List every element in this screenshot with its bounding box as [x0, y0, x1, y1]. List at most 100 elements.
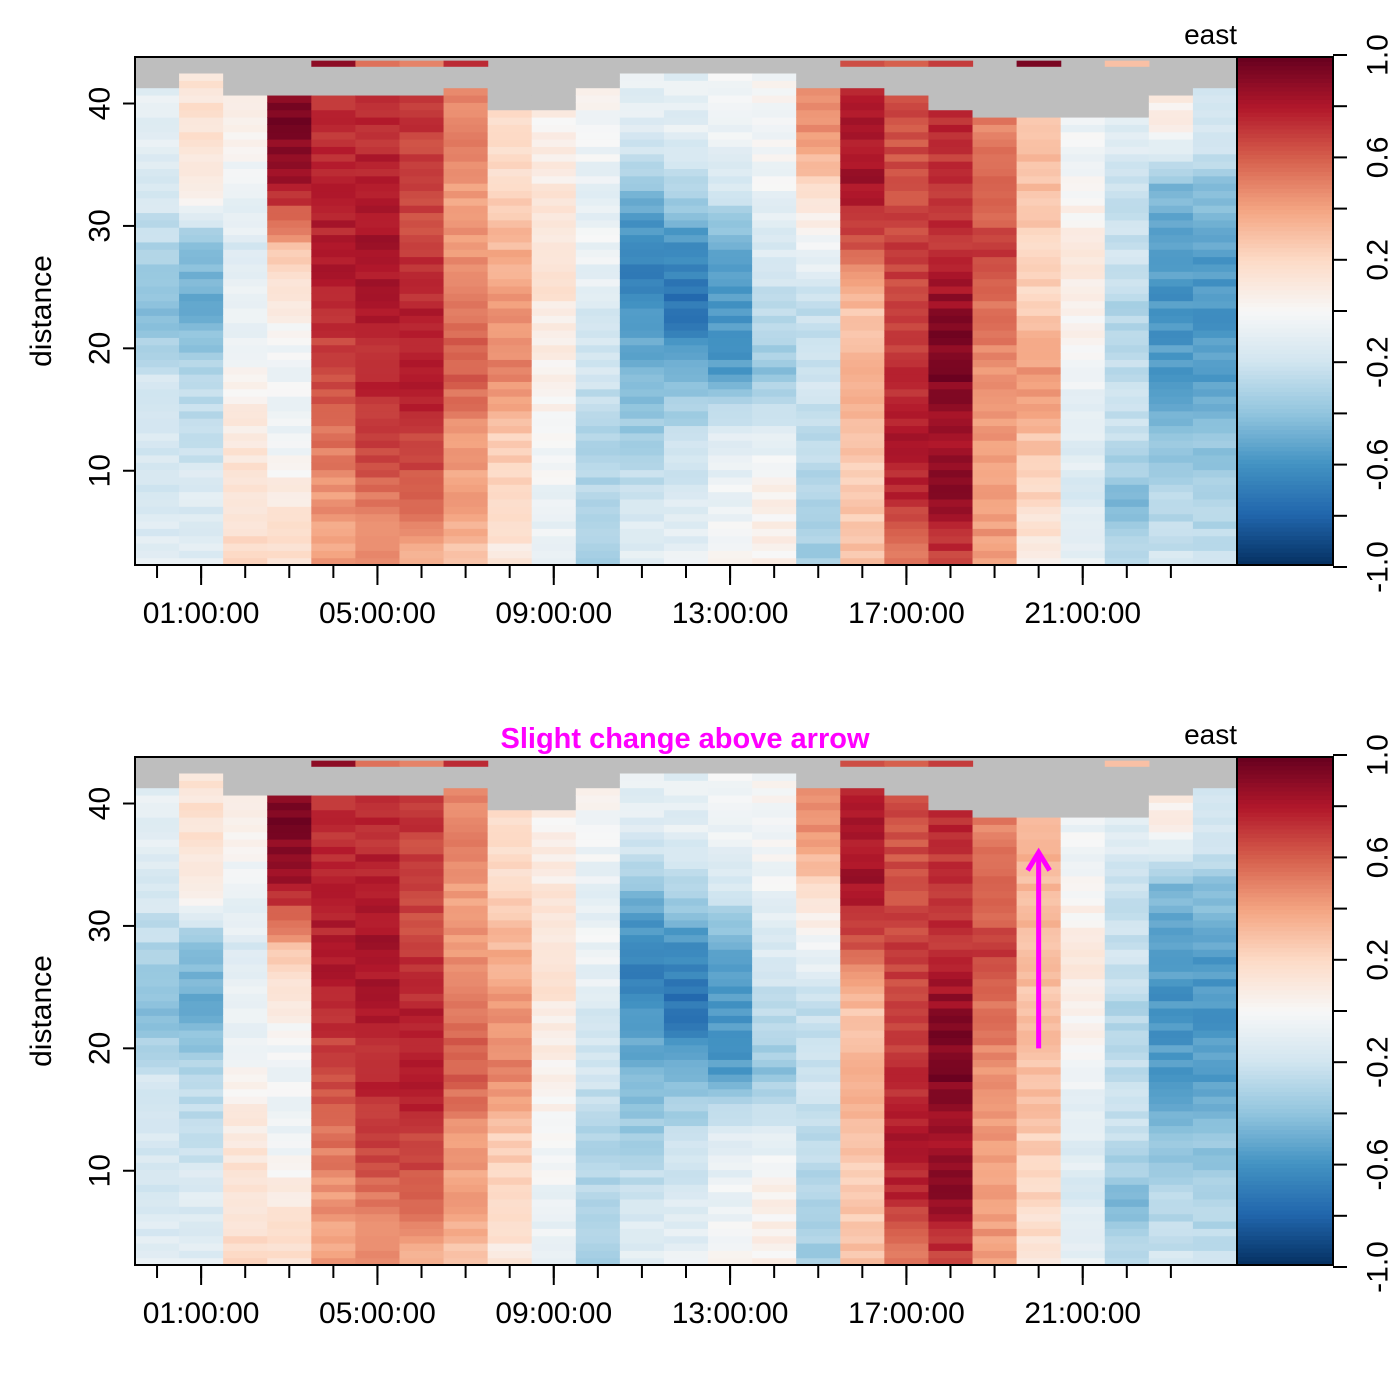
heatmap-cell [928, 241, 974, 250]
heatmap-cell [1060, 1242, 1106, 1251]
heatmap-cell [1060, 168, 1106, 177]
heatmap-cell [443, 1074, 489, 1082]
heatmap-cell [840, 1037, 885, 1046]
heatmap-cell [311, 934, 356, 943]
heatmap-cell [663, 557, 709, 566]
heatmap-cell [1016, 87, 1062, 96]
heatmap-cell [223, 1088, 268, 1097]
heatmap-cell [972, 396, 1018, 405]
heatmap-cell [619, 307, 665, 316]
heatmap-cell [267, 941, 312, 950]
heatmap-cell [752, 1022, 797, 1031]
heatmap-cell [1016, 454, 1062, 463]
heatmap-cell [796, 1235, 841, 1244]
heatmap-cell [179, 175, 224, 184]
heatmap-cell [884, 219, 930, 228]
heatmap-cell [752, 315, 797, 324]
heatmap-cell [1060, 102, 1106, 111]
heatmap-cell [1192, 462, 1238, 471]
heatmap-cell [1104, 1198, 1150, 1207]
heatmap-cell [399, 542, 445, 551]
heatmap-cell [399, 941, 445, 950]
colorbar-swatch [1237, 879, 1333, 885]
colorbar-swatch [1237, 1239, 1333, 1245]
heatmap-cell [619, 861, 665, 869]
heatmap-cell [884, 528, 930, 537]
heatmap-cell [1060, 491, 1106, 500]
heatmap-cell [443, 344, 489, 353]
heatmap-cell [179, 1103, 224, 1112]
heatmap-cell [840, 249, 885, 258]
heatmap-cell [135, 1213, 180, 1222]
heatmap-cell [1060, 1169, 1106, 1178]
heatmap-cell [399, 300, 445, 309]
heatmap-cell [575, 1147, 621, 1156]
heatmap-cell [1192, 278, 1238, 287]
colorbar-swatch [1237, 128, 1333, 134]
heatmap-cell [531, 1162, 577, 1171]
heatmap-cell [796, 1162, 841, 1171]
heatmap-cell [531, 816, 577, 825]
heatmap-cell [708, 190, 753, 199]
colorbar-swatch [1237, 1214, 1333, 1220]
heatmap-cell [267, 1037, 312, 1046]
colorbar-swatch [1237, 382, 1333, 388]
heatmap-cell [840, 476, 885, 485]
heatmap-cell [752, 153, 797, 162]
heatmap-cell [179, 758, 224, 767]
heatmap-cell [443, 520, 489, 529]
heatmap-cell [1016, 506, 1062, 515]
heatmap-cell [796, 366, 841, 375]
heatmap-cell [1104, 381, 1150, 390]
heatmap-cell [663, 403, 709, 412]
heatmap-cell [531, 227, 577, 236]
heatmap-cell [531, 861, 577, 869]
heatmap-cell [399, 985, 445, 994]
heatmap-cell [928, 484, 974, 493]
heatmap-cell [928, 418, 974, 427]
heatmap-cell [443, 337, 489, 346]
colorbar-swatch [1237, 960, 1333, 966]
heatmap-cell [752, 1140, 797, 1149]
colorbar-swatch [1237, 175, 1333, 181]
heatmap-cell [1104, 963, 1150, 972]
heatmap-cell [1192, 839, 1238, 847]
heatmap-cell [399, 927, 445, 936]
heatmap-cell [1104, 131, 1150, 140]
heatmap-cell [443, 476, 489, 485]
heatmap-cell [179, 787, 224, 796]
heatmap-cell [267, 116, 312, 125]
heatmap-cell [1148, 344, 1194, 353]
heatmap-cell [1104, 293, 1150, 302]
colorbar-swatch [1237, 1121, 1333, 1126]
heatmap-cell [399, 1257, 445, 1266]
heatmap-cell [355, 1059, 401, 1068]
heatmap-cell [796, 1125, 841, 1134]
heatmap-cell [575, 146, 621, 155]
heatmap-cell [663, 432, 709, 441]
heatmap-cell [663, 846, 709, 855]
heatmap-cell [796, 1176, 841, 1185]
heatmap-cell [1060, 498, 1106, 507]
heatmap-cell [928, 875, 974, 884]
heatmap-cell [884, 1162, 930, 1171]
heatmap-cell [179, 919, 224, 928]
heatmap-cell [972, 861, 1018, 869]
heatmap-cell [928, 94, 974, 103]
heatmap-cell [179, 1242, 224, 1251]
heatmap-cell [487, 72, 533, 81]
heatmap-cell [1060, 241, 1106, 250]
colorbar-swatch [1237, 505, 1333, 511]
heatmap-cell [1104, 190, 1150, 199]
heatmap-cell [928, 1074, 974, 1082]
heatmap-cell [1192, 469, 1238, 478]
heatmap-cell [1192, 175, 1238, 184]
heatmap-cell [531, 802, 577, 811]
heatmap-cell [135, 212, 180, 221]
colorbar-swatch [1237, 1248, 1333, 1253]
heatmap-cell [972, 1220, 1018, 1229]
heatmap-cell [619, 1059, 665, 1068]
heatmap-cell [531, 985, 577, 994]
heatmap-cell [223, 1059, 268, 1068]
heatmap-cell [1104, 359, 1150, 368]
